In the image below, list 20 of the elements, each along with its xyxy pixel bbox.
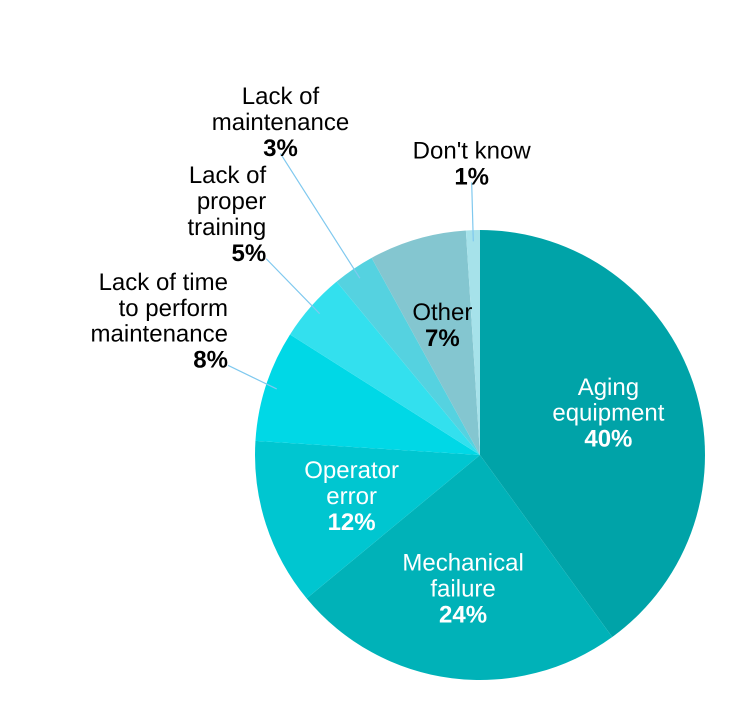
pie-slice — [336, 258, 480, 455]
data-label: 7% — [424, 324, 460, 352]
slice-label: Other — [412, 298, 472, 326]
pie-slice — [306, 455, 612, 680]
slice-label: Lack of time to perform maintenance — [90, 268, 228, 348]
slice-label: Mechanical failure — [402, 549, 524, 602]
slice-label: Operator error — [304, 457, 399, 510]
slice-label: Aging equipment — [552, 374, 665, 427]
data-label: 8% — [193, 346, 228, 374]
slice-label: Don't know — [412, 138, 532, 165]
slice-label: Lack of proper training — [188, 162, 267, 242]
data-label: 40% — [584, 426, 632, 453]
data-label: 1% — [454, 164, 490, 191]
slice-label: Lack of maintenance — [212, 83, 350, 136]
data-label: 3% — [263, 134, 298, 162]
data-label: 12% — [328, 509, 376, 536]
data-label: 24% — [439, 601, 488, 628]
pie-slice — [372, 230, 480, 455]
pie-slice — [290, 282, 480, 455]
data-label: 5% — [232, 240, 266, 268]
